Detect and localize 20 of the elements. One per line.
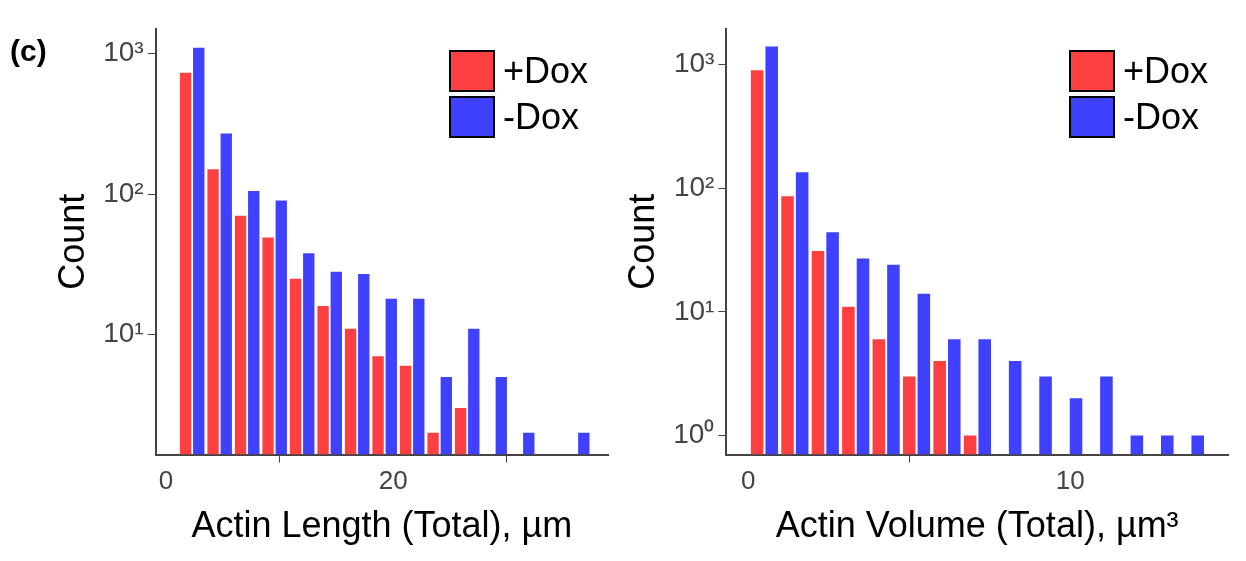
legend-label: -Dox <box>1122 96 1199 138</box>
y-tick-label: 10² <box>673 170 715 202</box>
legend-label: -Dox <box>502 96 579 138</box>
text: (c) <box>10 34 47 68</box>
x-axis-title: Actin Length (Total), µm <box>191 504 573 546</box>
y-axis-title: Count <box>50 193 92 290</box>
y-tick-label: 10³ <box>103 36 144 68</box>
y-tick-label: 10³ <box>673 47 715 79</box>
x-axis-title: Actin Volume (Total), µm³ <box>775 504 1179 546</box>
y-axis-title: Count <box>620 193 662 290</box>
x-tick-label: 0 <box>741 465 756 496</box>
legend-label: +Dox <box>502 50 588 92</box>
y-tick-label: 10² <box>103 176 144 208</box>
x-tick-label: 0 <box>158 465 174 496</box>
y-tick-label: 10¹ <box>673 294 715 326</box>
legend-label: +Dox <box>1122 50 1208 92</box>
x-tick-label: 10 <box>1055 465 1085 496</box>
y-tick-label: 10⁰ <box>673 418 715 450</box>
y-tick-label: 10¹ <box>103 317 144 349</box>
x-tick-label: 20 <box>378 465 408 496</box>
